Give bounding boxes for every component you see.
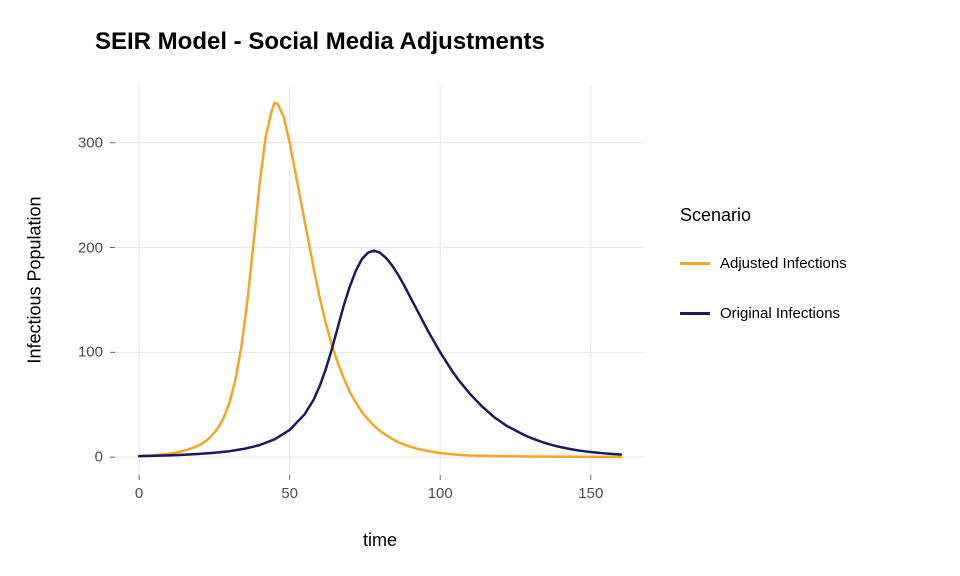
legend-item-adjusted: Adjusted Infections xyxy=(680,255,847,272)
x-tick-label: 150 xyxy=(578,485,603,502)
y-tick-label: 100 xyxy=(78,344,103,361)
chart-container: { "chart": { "type": "line", "title": "S… xyxy=(0,0,960,576)
legend-item-original: Original Infections xyxy=(680,305,840,322)
y-tick-label: 300 xyxy=(78,134,103,151)
x-tick-label: 0 xyxy=(135,485,143,502)
legend-swatch-original xyxy=(680,312,710,315)
legend-title: Scenario xyxy=(680,205,751,226)
x-tick-label: 50 xyxy=(281,485,298,502)
y-tick-label: 200 xyxy=(78,239,103,256)
y-tick-label: 0 xyxy=(95,449,103,466)
legend-label-original: Original Infections xyxy=(720,305,840,322)
legend-label-adjusted: Adjusted Infections xyxy=(720,255,847,272)
plot-area xyxy=(0,0,960,576)
legend-swatch-adjusted xyxy=(680,262,710,265)
x-tick-label: 100 xyxy=(428,485,453,502)
